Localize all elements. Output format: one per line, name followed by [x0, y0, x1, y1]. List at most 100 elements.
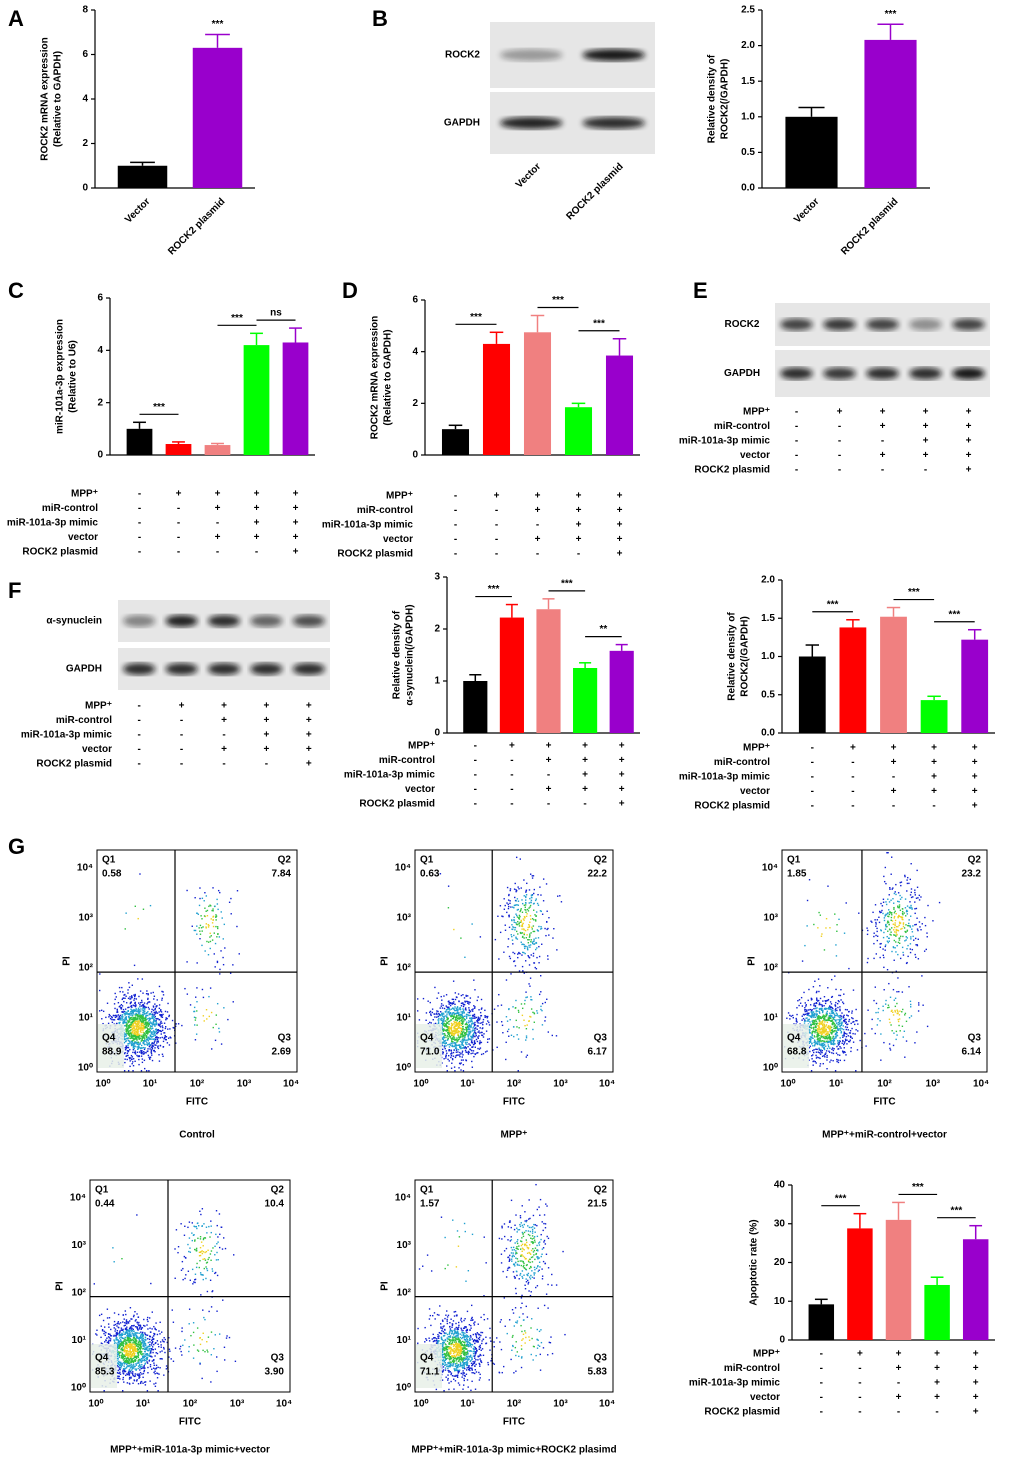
flow-event [521, 936, 524, 938]
flow-event [457, 1048, 460, 1051]
flow-event [215, 916, 217, 918]
flow-event [144, 1016, 147, 1018]
flow-event [445, 1023, 447, 1025]
flow-event [820, 1017, 823, 1020]
flow-event [515, 890, 517, 893]
flow-event [445, 1009, 448, 1011]
flow-event [471, 1041, 473, 1044]
flow-event [222, 963, 225, 966]
flow-event [448, 1026, 450, 1028]
flow-event [194, 1279, 196, 1281]
y-tick-label: 3 [434, 572, 440, 583]
flow-event [141, 1049, 143, 1052]
flow-event [906, 882, 909, 885]
flow-event [195, 1017, 197, 1019]
flow-event [130, 1024, 132, 1026]
flow-event [147, 993, 149, 995]
flow-event [146, 1043, 149, 1046]
flow-event [451, 1003, 453, 1005]
flow-event [116, 1016, 118, 1018]
flow-event [820, 1044, 822, 1047]
treatment-label: ROCK2 plasmid [704, 1407, 780, 1418]
flow-event [524, 901, 527, 904]
flow-event [897, 900, 899, 903]
flow-event [813, 1045, 816, 1047]
flow-event [199, 1272, 202, 1274]
flow-event [528, 957, 531, 959]
flow-event [527, 948, 529, 951]
flow-event [523, 972, 525, 974]
flow-event [500, 1004, 503, 1006]
flow-event [901, 927, 903, 930]
flow-event [440, 1005, 443, 1007]
flow-event [541, 1002, 544, 1005]
flow-event [129, 1057, 132, 1059]
flow-event [820, 1023, 823, 1025]
y-tick-label: 10¹ [79, 1013, 94, 1024]
bar [165, 444, 192, 455]
flow-event [797, 999, 799, 1002]
flow-event [826, 1068, 828, 1070]
bar [499, 617, 524, 733]
bar [880, 616, 907, 733]
flow-event [886, 935, 888, 938]
flow-event [141, 1035, 144, 1038]
flow-event [463, 997, 466, 999]
flow-event [207, 1351, 209, 1353]
flow-event [822, 1023, 824, 1025]
flow-event [528, 902, 530, 904]
flow-event [124, 1038, 126, 1041]
flow-event [192, 1234, 195, 1236]
blot-band [909, 367, 942, 380]
flow-event [128, 1026, 130, 1028]
flow-event [460, 1029, 463, 1032]
flow-event [849, 1035, 852, 1037]
flow-event [819, 997, 822, 1000]
flow-event [141, 1039, 143, 1041]
flow-event [212, 919, 214, 921]
flow-event [131, 1063, 133, 1065]
bar [961, 639, 989, 733]
flow-event [139, 1016, 142, 1019]
flow-event [453, 1014, 455, 1016]
flow-event [525, 996, 527, 999]
flow-event [220, 950, 222, 952]
flow-event [209, 1236, 211, 1238]
flow-event [893, 934, 895, 936]
flow-event [149, 1027, 151, 1029]
flow-event [909, 951, 912, 954]
flow-event [806, 1013, 809, 1015]
flow-event [451, 998, 454, 1001]
flow-event [853, 1020, 855, 1023]
y-axis-label: miR-101a-3p expression [55, 319, 66, 434]
flow-event [449, 1027, 451, 1029]
flow-event [461, 1036, 463, 1038]
flow-event [832, 1041, 835, 1044]
flow-event [162, 991, 164, 993]
flow-event [540, 925, 542, 928]
flow-event [427, 1000, 429, 1002]
flow-event [535, 920, 537, 922]
flow-event [848, 1040, 850, 1043]
flow-event [120, 1007, 123, 1009]
flow-event [905, 910, 908, 913]
flow-event [441, 1026, 443, 1029]
y-tick-label: 0.5 [761, 689, 775, 700]
flow-event [820, 1051, 822, 1053]
flow-event [133, 1019, 136, 1021]
flow-event [821, 1005, 824, 1007]
flow-event [143, 1007, 145, 1009]
flow-event [899, 1030, 901, 1032]
flow-event [822, 1028, 824, 1030]
flow-event [513, 921, 515, 923]
flow-event [211, 1290, 214, 1292]
flow-event [522, 935, 524, 938]
quadrant-value: 23.2 [962, 869, 982, 880]
flow-event [822, 1043, 824, 1045]
flow-event [130, 1021, 133, 1024]
plot-frame [96, 849, 298, 1073]
flow-event [204, 1237, 206, 1239]
flow-event [152, 1014, 154, 1017]
flow-event [132, 1042, 134, 1045]
flow-event [118, 1022, 120, 1024]
